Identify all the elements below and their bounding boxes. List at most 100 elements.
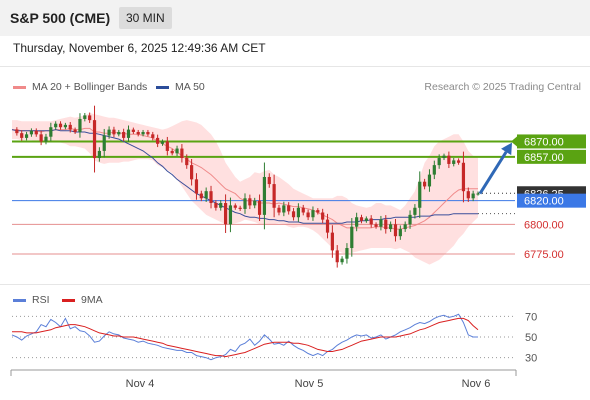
candle (238, 207, 242, 209)
research-credit: Research © 2025 Trading Central (424, 81, 581, 93)
candle (165, 141, 169, 151)
level-label-2: 6820.00 (524, 196, 564, 208)
candle (49, 127, 53, 137)
level-tag-0 (517, 134, 586, 149)
candle (54, 123, 58, 128)
candle (88, 115, 92, 121)
candle (418, 181, 422, 208)
candle (156, 137, 160, 144)
candle (403, 224, 407, 230)
rsi-ma-line (12, 317, 479, 358)
legend-swatch-bollinger (13, 85, 26, 89)
candle (63, 124, 67, 128)
candle (15, 129, 19, 134)
candle (442, 155, 446, 159)
instrument-symbol: S&P 500 (CME) (10, 10, 111, 26)
candle (267, 176, 271, 185)
candle (204, 191, 208, 199)
candle (296, 207, 300, 218)
candle (228, 205, 233, 225)
candle (160, 141, 165, 144)
bollinger-band (12, 113, 478, 265)
candle (355, 217, 359, 227)
rsi-line (11, 313, 478, 361)
candle (24, 134, 29, 138)
candle (180, 148, 184, 159)
candle (233, 205, 237, 208)
candle (97, 150, 101, 159)
legend-rsi: RSI (13, 294, 50, 306)
candle (146, 131, 150, 135)
candle (102, 135, 106, 151)
candle (461, 162, 466, 192)
candle (20, 133, 24, 138)
candle (287, 205, 291, 212)
candle (471, 193, 475, 199)
candle (122, 131, 126, 138)
candle (190, 165, 194, 180)
candle (350, 226, 354, 249)
candle (272, 184, 276, 208)
candle (248, 198, 252, 206)
candle (136, 131, 140, 135)
candle (34, 130, 38, 135)
candle (151, 134, 155, 138)
candle (257, 200, 262, 215)
candle (364, 218, 368, 221)
candle (408, 214, 412, 225)
legend-bollinger: MA 20 + Bollinger Bands (13, 81, 147, 93)
level-tag-2 (517, 193, 586, 208)
x-tick-label-2: Nov 6 (462, 378, 491, 390)
legend-swatch-rsi (13, 298, 26, 302)
candle (345, 248, 349, 259)
candle (413, 207, 417, 215)
candle (253, 200, 257, 206)
candle (379, 219, 383, 227)
candle (209, 191, 213, 204)
timestamp: Thursday, November 6, 2025 12:49:36 AM C… (13, 41, 266, 55)
candle (466, 191, 470, 199)
candle (83, 115, 87, 119)
candle (389, 224, 393, 230)
candle (92, 120, 97, 159)
x-tick-label-0: Nov 4 (126, 378, 155, 390)
candle (126, 129, 131, 138)
resistance-tag-pointer (511, 136, 517, 147)
candle (398, 229, 402, 237)
legend-ma50: MA 50 (156, 81, 205, 93)
candle (117, 131, 121, 135)
candle (277, 207, 281, 213)
candle (131, 129, 135, 132)
candle (335, 250, 339, 263)
candle (427, 174, 432, 187)
candle (437, 158, 441, 166)
candle (359, 217, 364, 221)
rsi-tick-70: 70 (525, 311, 537, 323)
legend-label-bollinger: MA 20 + Bollinger Bands (32, 81, 148, 93)
chart-header: S&P 500 (CME) 30 MIN (0, 0, 590, 36)
candle (340, 258, 344, 263)
candle (311, 210, 315, 218)
candle (219, 203, 223, 208)
candle (393, 224, 398, 237)
candle (325, 219, 330, 233)
candle (223, 203, 228, 225)
level-label-1: 6857.00 (524, 152, 564, 164)
timeframe-badge[interactable]: 30 MIN (119, 7, 172, 29)
candle (316, 210, 320, 213)
candle (29, 130, 34, 135)
candle (194, 179, 199, 194)
candle (58, 123, 63, 128)
candle (112, 129, 116, 135)
level-label-0: 6870.00 (524, 136, 564, 148)
legend-rsi-ma: 9MA (62, 294, 103, 306)
candle (321, 212, 325, 220)
candle (170, 150, 174, 154)
candle (44, 136, 48, 142)
candle (369, 218, 373, 225)
level-tag-1 (517, 149, 586, 164)
candle (330, 232, 334, 251)
candle (68, 124, 72, 130)
candle (291, 211, 296, 218)
